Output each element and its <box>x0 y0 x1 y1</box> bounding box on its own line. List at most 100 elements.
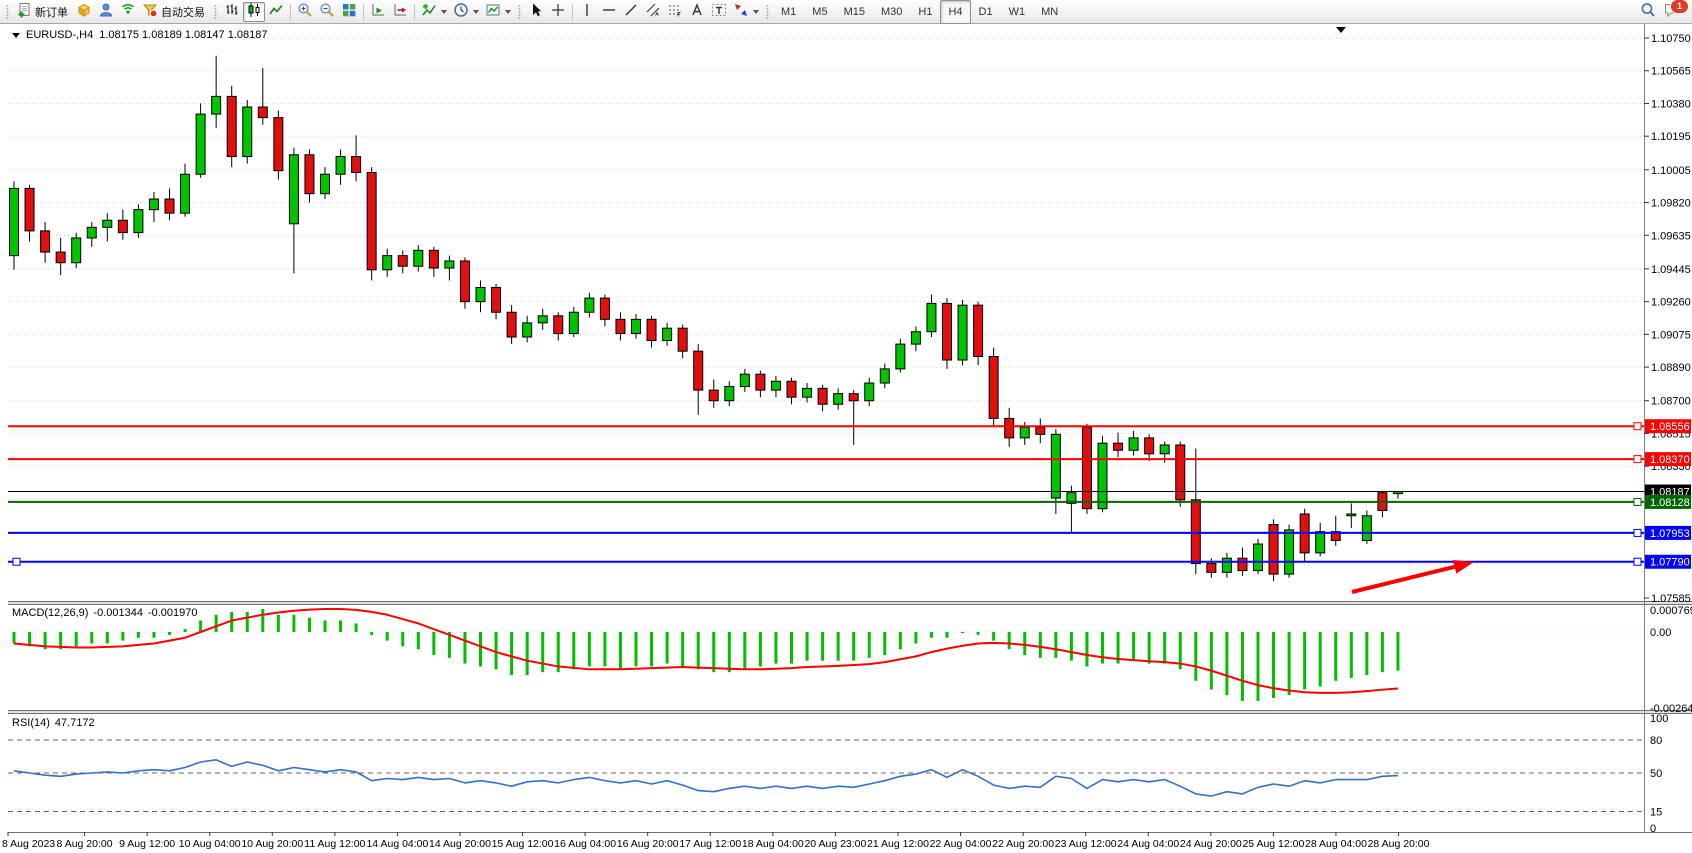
bear-candle <box>1113 442 1124 451</box>
hline-handle[interactable] <box>1633 455 1642 464</box>
hline-handle[interactable] <box>1633 422 1642 431</box>
crosshair-tool-button[interactable] <box>547 2 569 22</box>
bear-candle <box>55 251 66 264</box>
templates-button[interactable] <box>482 2 514 22</box>
community-button[interactable] <box>95 2 117 22</box>
timeframe-m5[interactable]: M5 <box>812 5 828 18</box>
bear-candle <box>755 373 766 391</box>
time-label: 28 Aug 04:00 <box>1305 838 1367 850</box>
timeframe-m1[interactable]: M1 <box>781 5 797 18</box>
hline-handle[interactable] <box>1633 557 1642 566</box>
one-click-trading-toggle-icon[interactable] <box>12 32 20 38</box>
timeframe-m15[interactable]: M15 <box>843 5 865 18</box>
zoom-in-button[interactable] <box>294 2 316 22</box>
line-chart-button[interactable] <box>265 2 287 22</box>
rsi-value: 47.7172 <box>54 717 95 729</box>
hline-handle[interactable] <box>1633 497 1642 506</box>
time-label: 21 Aug 12:00 <box>867 838 929 850</box>
autotrading-button[interactable]: 自动交易 <box>139 2 210 22</box>
horizontal-line-tool-button[interactable] <box>598 2 620 22</box>
auto-scroll-button[interactable] <box>367 2 389 22</box>
svg-text:1.10750: 1.10750 <box>1651 33 1691 45</box>
price-badge-1.08370 <box>1645 452 1691 467</box>
timeframe-m30[interactable]: M30 <box>880 5 903 18</box>
search-button[interactable] <box>1636 2 1660 22</box>
hline-handle[interactable] <box>1633 528 1642 537</box>
trend-arrow-annotation[interactable] <box>1351 559 1474 594</box>
bull-candle <box>475 286 486 303</box>
cursor-tool-button[interactable] <box>525 2 547 22</box>
bull-candle <box>1050 433 1061 499</box>
template-icon <box>485 2 501 21</box>
svg-text:1.09635: 1.09635 <box>1651 230 1691 242</box>
toolbar-grip[interactable] <box>765 3 770 20</box>
bull-candle <box>910 331 921 345</box>
new-order-label: 新订单 <box>35 6 68 19</box>
signals-button[interactable] <box>117 2 139 22</box>
auto-scroll-icon <box>370 2 386 21</box>
market-watch-button[interactable] <box>73 2 95 22</box>
bear-candle <box>553 315 564 334</box>
periods-button[interactable] <box>450 2 482 22</box>
zoom-out-button[interactable] <box>316 2 338 22</box>
bear-candle <box>942 302 952 361</box>
time-axis[interactable]: 8 Aug 2023 8 Aug 20:00 9 Aug 12:00 10 Aug 0… <box>2 832 1430 850</box>
timeframe-d1[interactable]: D1 <box>978 5 993 18</box>
bull-candle <box>522 322 533 338</box>
timeframe-w1[interactable]: W1 <box>1008 5 1026 18</box>
toolbar-grip[interactable] <box>517 3 522 20</box>
bull-candle <box>180 173 191 214</box>
vertical-line-tool-button[interactable] <box>576 2 598 22</box>
price-axis[interactable]: 1.10750 1.10565 1.10380 1.10195 1.10005 1.098… <box>1644 33 1691 605</box>
macd-axis-label: 0.000769 <box>1650 605 1692 617</box>
equidistant-channel-icon <box>645 2 661 21</box>
rsi-line <box>13 758 1398 797</box>
price-badge-1.07953 <box>1645 525 1691 540</box>
channel-tool-button[interactable] <box>642 2 664 22</box>
candlestick-chart-button[interactable] <box>243 1 265 22</box>
macd-pane-label: MACD(12,26,9) -0.001344 -0.001970 <box>12 607 198 619</box>
tile-windows-button[interactable] <box>338 2 360 22</box>
timeframe-h4[interactable]: H4 <box>940 0 971 24</box>
trendline-tool-button[interactable] <box>620 2 642 22</box>
rsi-pane-label: RSI(14) 47.7172 <box>12 717 95 729</box>
bull-candle <box>1253 543 1263 572</box>
bull-candle <box>195 113 206 175</box>
macd-pane[interactable]: 0.000769 0.00 -0.002648 <box>8 605 1692 715</box>
toolbar-separator <box>363 3 364 20</box>
time-label: 16 Aug 04:00 <box>554 838 616 850</box>
chart-shift-marker[interactable] <box>1336 27 1346 33</box>
rsi-pane[interactable]: 100 80 50 15 0 <box>8 713 1668 835</box>
chat-button[interactable]: 1 <box>1660 0 1689 22</box>
arrows-tool-button[interactable] <box>730 2 762 22</box>
bar-chart-icon <box>224 2 240 21</box>
toolbar-grip[interactable] <box>5 3 10 20</box>
timeframe-h1[interactable]: H1 <box>918 5 933 18</box>
toolbar-grip[interactable] <box>213 3 218 20</box>
indicators-button[interactable] <box>418 2 450 22</box>
bear-candle <box>24 187 35 232</box>
fibonacci-tool-button[interactable] <box>664 2 686 22</box>
bull-candle <box>895 343 906 370</box>
text-tool-button[interactable] <box>686 2 708 22</box>
bull-candle <box>148 198 159 211</box>
svg-text:1.08556: 1.08556 <box>1650 421 1690 433</box>
tile-windows-icon <box>341 2 357 21</box>
hline-handle[interactable] <box>12 557 21 566</box>
svg-text:1.08700: 1.08700 <box>1651 396 1691 408</box>
text-label-tool-button[interactable] <box>708 2 730 22</box>
chart-shift-button[interactable] <box>389 2 411 22</box>
toolbar: 新订单 自动交易 <box>0 0 1692 24</box>
new-order-button[interactable]: 新订单 <box>13 2 73 22</box>
horizontal-lines[interactable] <box>8 422 1644 566</box>
bull-candle <box>1346 513 1357 517</box>
bear-candle <box>1330 531 1341 542</box>
timeframe-mn[interactable]: MN <box>1041 5 1059 18</box>
svg-text:1.08128: 1.08128 <box>1650 497 1690 509</box>
time-label: 25 Aug 12:00 <box>1242 838 1304 850</box>
bar-chart-button[interactable] <box>221 2 243 22</box>
bull-candle <box>739 373 750 388</box>
person-icon <box>98 2 114 21</box>
bull-candle <box>382 255 393 271</box>
